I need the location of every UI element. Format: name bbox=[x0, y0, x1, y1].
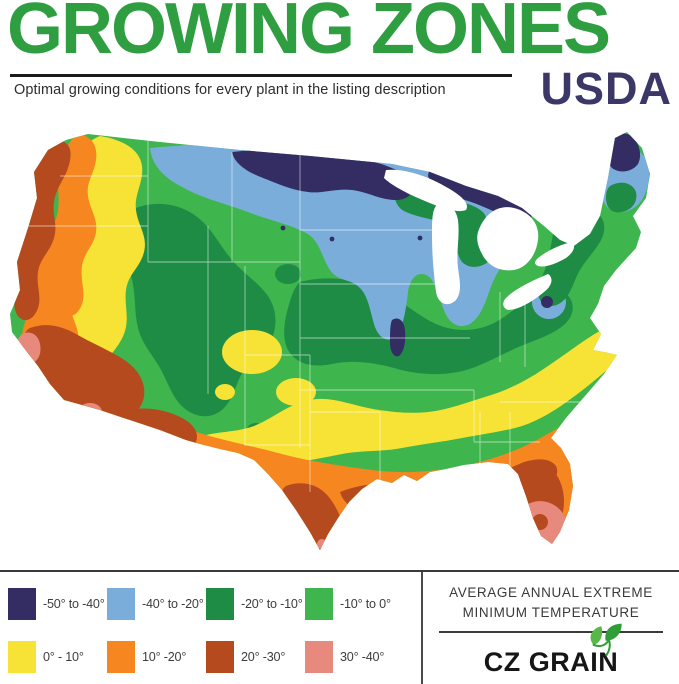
legend-footer: -50° to -40° -40° to -20° -20° to -10° -… bbox=[0, 570, 679, 684]
legend-item: -50° to -40° bbox=[8, 588, 107, 620]
zone-range-label: -50° to -40° bbox=[43, 597, 105, 611]
page-title: GROWING ZONES bbox=[7, 0, 611, 69]
usda-label: USDA bbox=[540, 63, 672, 114]
zone-color-swatch bbox=[8, 588, 36, 620]
zone-range-label: 0° - 10° bbox=[43, 650, 84, 664]
legend-item: 30° -40° bbox=[305, 641, 404, 673]
zone-navy-layer bbox=[232, 133, 641, 357]
zone-color-swatch bbox=[206, 588, 234, 620]
zone-range-label: 10° -20° bbox=[142, 650, 187, 664]
zone-range-label: -20° to -10° bbox=[241, 597, 303, 611]
zone-range-label: -10° to 0° bbox=[340, 597, 391, 611]
sprout-icon bbox=[590, 623, 622, 656]
legend-item: 20° -30° bbox=[206, 641, 305, 673]
legend-note: AVERAGE ANNUAL EXTREME MINIMUM TEMPERATU… bbox=[449, 585, 653, 621]
brand-name: CZ GRAIN bbox=[483, 646, 619, 677]
legend-row-1: -50° to -40° -40° to -20° -20° to -10° -… bbox=[8, 588, 421, 620]
zone-color-swatch bbox=[305, 641, 333, 673]
usda-zone-map bbox=[10, 132, 650, 550]
legend-item: -10° to 0° bbox=[305, 588, 404, 620]
subtitle: Optimal growing conditions for every pla… bbox=[14, 82, 446, 98]
zone-color-swatch bbox=[206, 641, 234, 673]
panel-divider bbox=[439, 630, 663, 633]
legend-item: 0° - 10° bbox=[8, 641, 107, 673]
zone-legend: -50° to -40° -40° to -20° -20° to -10° -… bbox=[0, 572, 423, 684]
zone-color-swatch bbox=[107, 641, 135, 673]
legend-row-2: 0° - 10° 10° -20° 20° -30° 30° -40° bbox=[8, 641, 421, 673]
zone-range-label: 30° -40° bbox=[340, 650, 385, 664]
legend-item: -20° to -10° bbox=[206, 588, 305, 620]
zone-color-swatch bbox=[305, 588, 333, 620]
legend-note-panel: AVERAGE ANNUAL EXTREME MINIMUM TEMPERATU… bbox=[423, 572, 679, 684]
zone-color-swatch bbox=[8, 641, 36, 673]
legend-item: 10° -20° bbox=[107, 641, 206, 673]
zone-range-label: 20° -30° bbox=[241, 650, 286, 664]
legend-item: -40° to -20° bbox=[107, 588, 206, 620]
zone-color-swatch bbox=[107, 588, 135, 620]
zone-range-label: -40° to -20° bbox=[142, 597, 204, 611]
great-lakes bbox=[384, 169, 574, 310]
brand-logo: CZ GRAIN bbox=[483, 623, 622, 678]
state-borders bbox=[26, 138, 590, 492]
map-area bbox=[0, 112, 679, 570]
header: GROWING ZONES Optimal growing conditions… bbox=[0, 0, 679, 112]
title-underline bbox=[10, 74, 512, 77]
